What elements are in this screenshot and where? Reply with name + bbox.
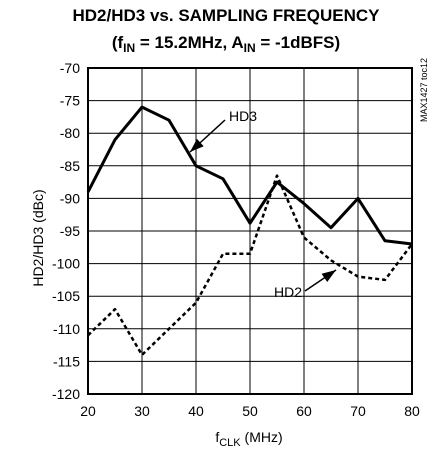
series-hd3-line	[86, 105, 413, 246]
x-tick-label: 60	[296, 403, 312, 419]
hd3-arrow	[189, 119, 226, 153]
y-tick-label: -110	[53, 321, 80, 337]
y-tick-label: -105	[52, 288, 80, 304]
x-tick-label: 40	[188, 403, 204, 419]
part-code: MAX1427 toc12	[419, 58, 429, 122]
y-tick-label: -90	[60, 190, 80, 206]
y-tick-label: -75	[60, 93, 80, 109]
annotations: HD3 HD2	[189, 108, 337, 300]
x-tick-label: 50	[242, 403, 258, 419]
y-tick-label: -85	[60, 158, 80, 174]
series-hd2-line	[87, 174, 413, 357]
y-tick-label: -80	[60, 125, 80, 141]
chart-title: HD2/HD3 vs. SAMPLING FREQUENCY	[73, 6, 381, 25]
hd2-arrow	[304, 269, 337, 292]
x-tick-label: 30	[134, 403, 150, 419]
x-tick-label: 20	[80, 403, 96, 419]
y-axis-label: HD2/HD3 (dBc)	[30, 189, 46, 286]
x-tick-label: 70	[350, 403, 366, 419]
y-tick-label: -100	[52, 256, 80, 272]
y-tick-label: -120	[52, 386, 80, 402]
y-tick-label: -95	[60, 223, 80, 239]
chart-subtitle: (fIN = 15.2MHz, AIN = -1dBFS)	[112, 33, 340, 55]
hd2-label: HD2	[274, 284, 302, 300]
plot-frame	[87, 67, 413, 395]
x-tick-label: 80	[404, 403, 420, 419]
hd3-label: HD3	[229, 108, 257, 124]
x-axis-label: fCLK (MHz)	[215, 429, 282, 449]
y-tick-label: -115	[53, 353, 80, 369]
tick-labels: 20 30 40 50 60 70 80 -70 -75 -80 -85 -90 -95 -100 -105…	[52, 60, 420, 419]
series-layer	[86, 105, 413, 357]
y-tick-label: -70	[60, 60, 80, 76]
